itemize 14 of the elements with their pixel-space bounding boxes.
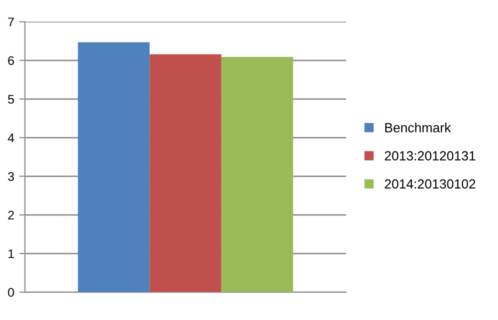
legend-label: 2014:20130102 (384, 179, 476, 189)
y-tick-label: 5 (8, 94, 14, 104)
y-tick-label: 7 (8, 18, 14, 26)
bar (78, 42, 150, 292)
y-tick-label: 6 (8, 56, 14, 66)
y-tick-label: 2 (8, 210, 14, 220)
y-tick-label: 4 (8, 134, 14, 142)
y-tick-label: 3 (8, 172, 14, 181)
bar (221, 56, 294, 292)
y-tick-label: 1 (8, 249, 14, 258)
legend-label: Benchmark (385, 122, 451, 132)
bar (150, 54, 222, 292)
legend-label: 2013:20120131 (384, 151, 476, 160)
y-tick-label: 0 (8, 288, 14, 297)
